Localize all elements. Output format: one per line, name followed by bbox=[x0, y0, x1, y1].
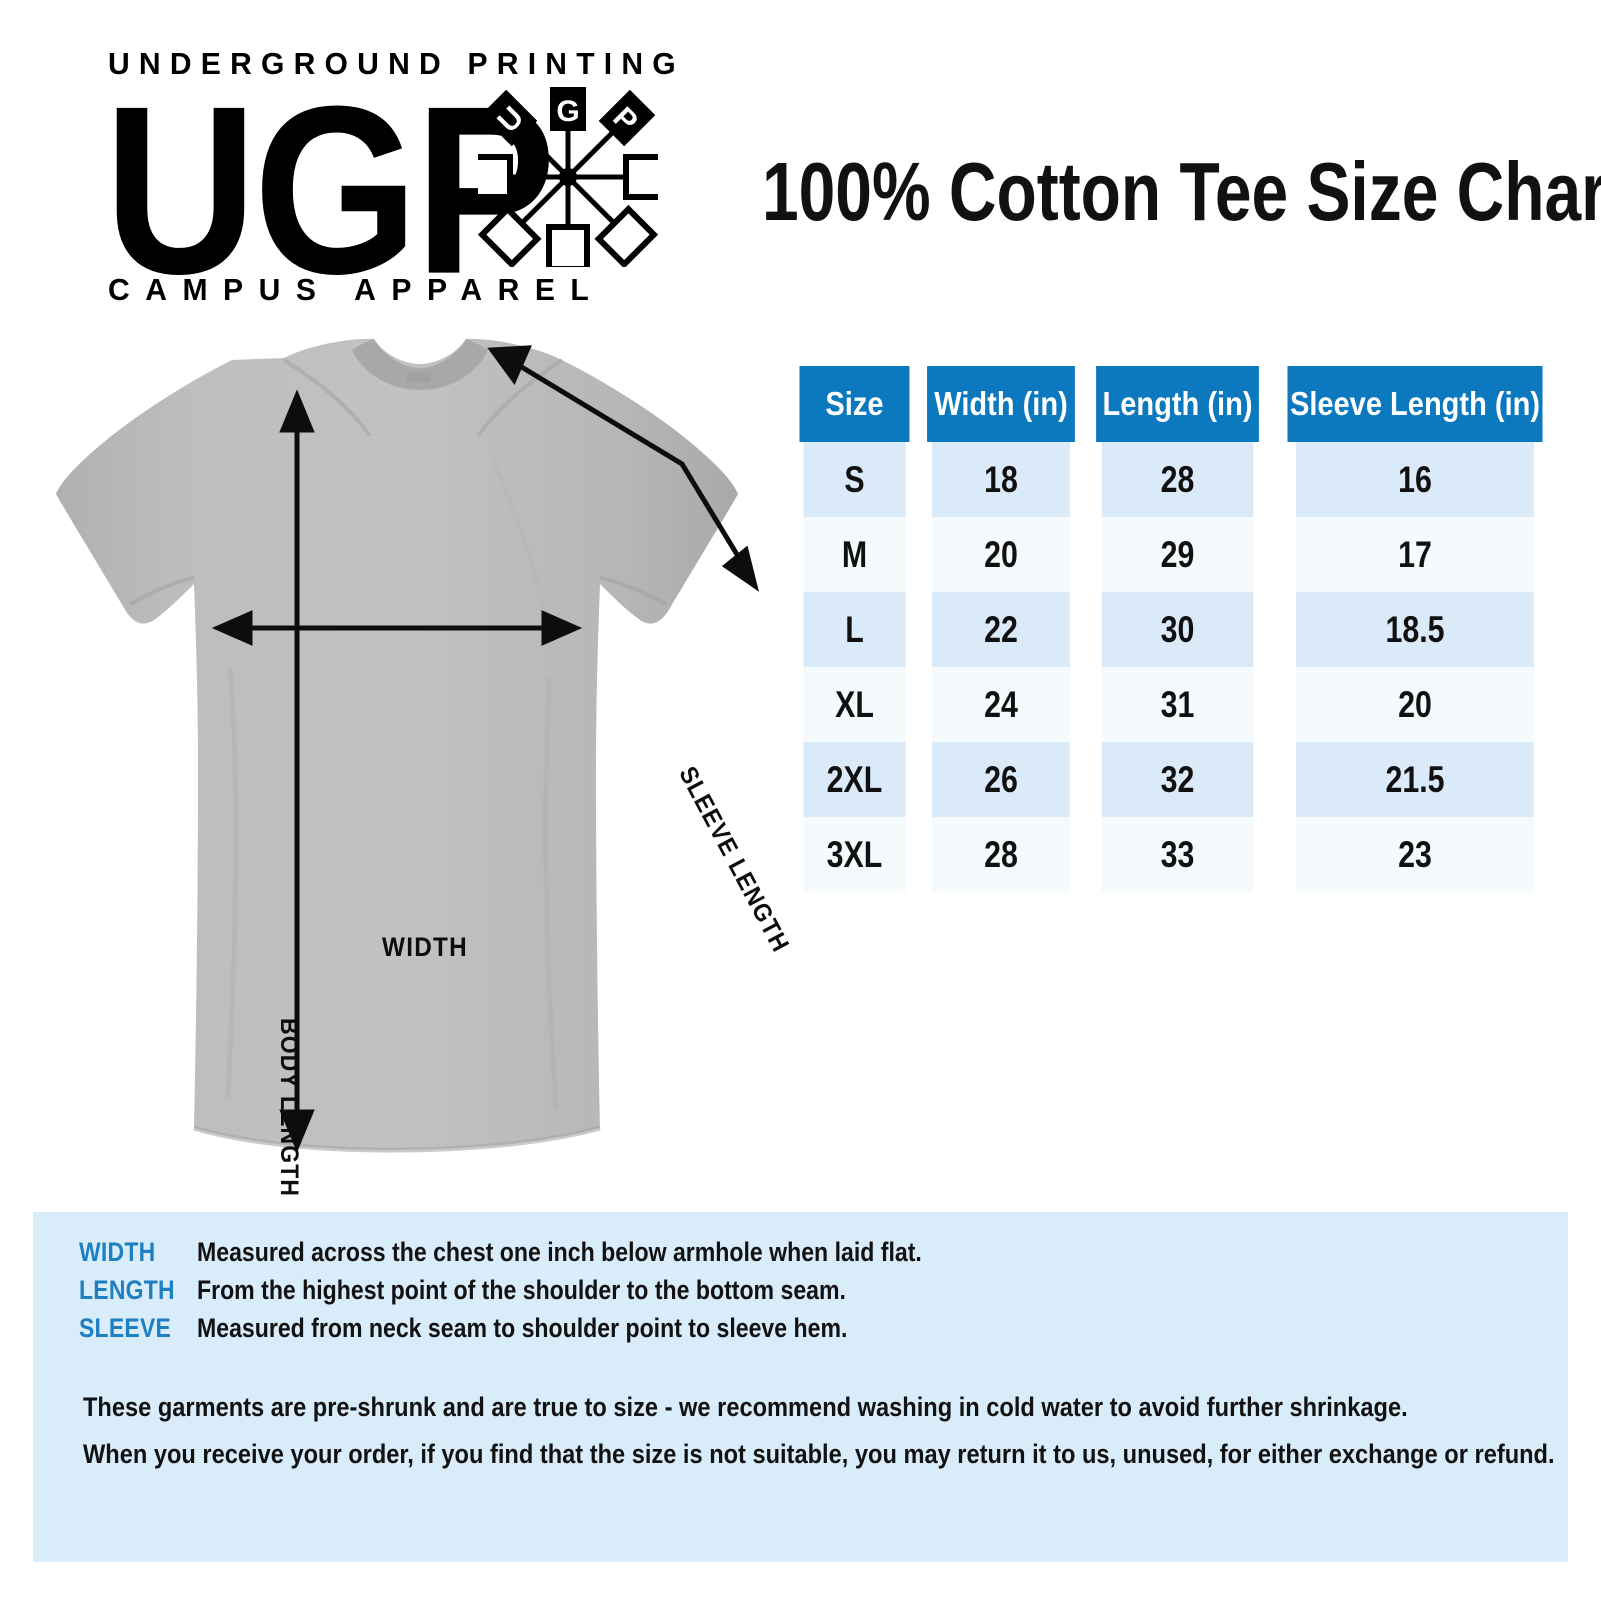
column-header-size: Size bbox=[799, 366, 910, 442]
size-chart-table: Size Width (in) Length (in) Sleeve Lengt… bbox=[792, 366, 1560, 892]
cell-size: L bbox=[803, 592, 906, 667]
policy-notes: These garments are pre-shrunk and are tr… bbox=[83, 1384, 1601, 1478]
table-header-row: Size Width (in) Length (in) Sleeve Lengt… bbox=[792, 366, 1560, 442]
table-row: XL 24 31 20 bbox=[792, 667, 1560, 742]
page-title: 100% Cotton Tee Size Chart bbox=[762, 144, 1601, 238]
pinwheel-logo-mark-icon: G U P bbox=[469, 87, 667, 272]
definition-key-length: LENGTH bbox=[79, 1275, 175, 1305]
cell-sleeve-length: 23 bbox=[1296, 817, 1534, 892]
note-shrinkage: These garments are pre-shrunk and are tr… bbox=[83, 1392, 1408, 1422]
column-header-sleeve-length: Sleeve Length (in) bbox=[1287, 366, 1543, 442]
cell-width: 22 bbox=[932, 592, 1070, 667]
width-arrow bbox=[211, 610, 583, 646]
cell-size: XL bbox=[803, 667, 906, 742]
cell-size: 2XL bbox=[803, 742, 906, 817]
column-header-length: Length (in) bbox=[1096, 366, 1259, 442]
note-returns: When you receive your order, if you find… bbox=[83, 1439, 1555, 1469]
definition-text-width: Measured across the chest one inch below… bbox=[197, 1237, 922, 1267]
definition-row-sleeve: SLEEVE Measured from neck seam to should… bbox=[79, 1313, 1045, 1351]
width-label: WIDTH bbox=[382, 932, 468, 962]
table-row: S 18 28 16 bbox=[792, 442, 1560, 517]
cell-sleeve-length: 21.5 bbox=[1296, 742, 1534, 817]
table-header: Size Width (in) Length (in) Sleeve Lengt… bbox=[792, 366, 1560, 442]
column-header-width: Width (in) bbox=[927, 366, 1075, 442]
definition-key-width: WIDTH bbox=[79, 1237, 156, 1267]
definition-row-width: WIDTH Measured across the chest one inch… bbox=[79, 1237, 1045, 1275]
sleeve-length-arrow bbox=[487, 345, 760, 592]
table-row: M 20 29 17 bbox=[792, 517, 1560, 592]
cell-length: 32 bbox=[1101, 742, 1254, 817]
cell-size: M bbox=[803, 517, 906, 592]
cell-sleeve-length: 17 bbox=[1296, 517, 1534, 592]
cell-length: 31 bbox=[1101, 667, 1254, 742]
cell-length: 29 bbox=[1101, 517, 1254, 592]
cell-length: 33 bbox=[1101, 817, 1254, 892]
cell-size: 3XL bbox=[803, 817, 906, 892]
cell-size: S bbox=[803, 442, 906, 517]
cell-width: 18 bbox=[932, 442, 1070, 517]
tshirt-diagram: WIDTH BODY LENGTH SLEEVE LENGTH bbox=[22, 338, 795, 1197]
table-row: L 22 30 18.5 bbox=[792, 592, 1560, 667]
cell-width: 26 bbox=[932, 742, 1070, 817]
cell-sleeve-length: 16 bbox=[1296, 442, 1534, 517]
body-length-arrow bbox=[279, 389, 315, 1153]
cell-sleeve-length: 20 bbox=[1296, 667, 1534, 742]
cell-width: 20 bbox=[932, 517, 1070, 592]
cell-length: 30 bbox=[1101, 592, 1254, 667]
logo-tagline-bottom: CAMPUS APPAREL bbox=[108, 272, 605, 307]
cell-length: 28 bbox=[1101, 442, 1254, 517]
cell-sleeve-length: 18.5 bbox=[1296, 592, 1534, 667]
definition-text-length: From the highest point of the shoulder t… bbox=[197, 1275, 846, 1305]
logo-wordmark-row: UGP G bbox=[104, 71, 668, 310]
table-body: S 18 28 16 M 20 29 17 L 22 30 18.5 XL 24… bbox=[792, 442, 1560, 892]
table-row: 2XL 26 32 21.5 bbox=[792, 742, 1560, 817]
logo-tagline-top: UNDERGROUND PRINTING bbox=[108, 46, 685, 81]
svg-text:G: G bbox=[556, 95, 579, 128]
body-length-label: BODY LENGTH bbox=[275, 1018, 303, 1198]
ugp-logo: UNDERGROUND PRINTING UGP bbox=[104, 46, 685, 336]
table-row: 3XL 28 33 23 bbox=[792, 817, 1560, 892]
measurement-info-panel: WIDTH Measured across the chest one inch… bbox=[33, 1212, 1568, 1562]
definition-key-sleeve: SLEEVE bbox=[79, 1313, 172, 1343]
definition-text-sleeve: Measured from neck seam to shoulder poin… bbox=[197, 1313, 848, 1343]
definition-row-length: LENGTH From the highest point of the sho… bbox=[79, 1275, 1045, 1313]
cell-width: 24 bbox=[932, 667, 1070, 742]
cell-width: 28 bbox=[932, 817, 1070, 892]
measurement-definitions: WIDTH Measured across the chest one inch… bbox=[79, 1237, 1045, 1351]
